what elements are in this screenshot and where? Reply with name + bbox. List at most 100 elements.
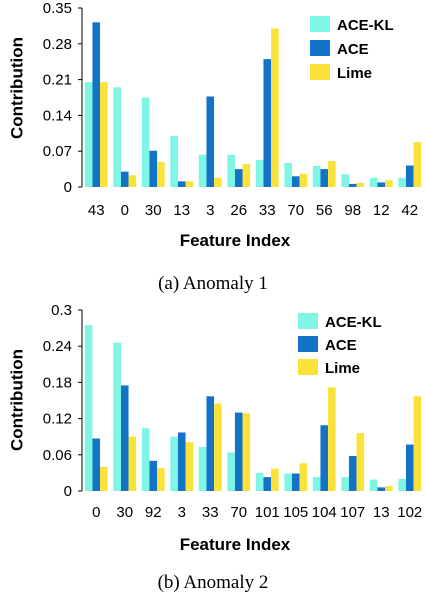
chart1-bar-lime-0: [128, 175, 137, 187]
chart2-bar-lime-92: [157, 468, 165, 491]
chart2-x-tick-label-13: 13: [373, 504, 390, 521]
chart2-bar-ace-kl-33: [198, 446, 207, 491]
chart2-x-tick-label-105: 105: [283, 504, 308, 521]
chart2-bar-lime-107: [356, 433, 365, 491]
chart1-bar-ace-kl-13: [170, 135, 178, 187]
chart2-bar-lime-3: [185, 442, 194, 491]
chart1-bar-ace-kl-0: [113, 87, 121, 187]
chart1-bar-ace-30: [149, 150, 158, 187]
chart1-bar-ace-kl-42: [398, 177, 406, 187]
chart2-bar-ace-kl-13: [369, 479, 378, 491]
chart2-bar-ace-kl-92: [141, 428, 150, 491]
chart2-x-tick-label-101: 101: [255, 504, 280, 521]
chart2-x-tick-label-30: 30: [116, 504, 133, 521]
chart2-bar-ace-kl-101: [255, 472, 264, 491]
chart1-bar-ace-70: [291, 176, 300, 187]
chart2-bar-ace-kl-30: [113, 342, 121, 491]
chart1-x-tick-label-13: 13: [173, 202, 190, 219]
chart1-bar-ace-kl-56: [312, 166, 321, 187]
chart1-bar-ace-26: [234, 169, 243, 187]
chart2-bar-lime-104: [328, 387, 336, 491]
chart1-bar-ace-33: [263, 59, 272, 187]
chart1-legend-label-lime: Lime: [337, 65, 372, 82]
chart1-x-tick-label-26: 26: [230, 202, 247, 219]
chart2-bar-lime-33: [214, 403, 222, 491]
chart2-bar-ace-92: [149, 460, 158, 491]
chart1-bar-lime-70: [299, 173, 308, 187]
chart2-bar-ace-33: [206, 396, 215, 491]
chart2-x-tick-label-107: 107: [340, 504, 365, 521]
chart2-legend-label-lime: Lime: [325, 360, 360, 377]
chart1-bar-ace-kl-3: [198, 154, 207, 187]
chart1-legend-swatch-ace-kl: [310, 16, 330, 32]
chart1-bar-ace-kl-98: [341, 174, 349, 187]
chart1-bar-lime-33: [271, 28, 279, 188]
chart1-x-axis-title: Feature Index: [180, 231, 291, 250]
chart1-y-tick-label-5: 0.35: [43, 0, 72, 17]
chart1-bar-lime-12: [385, 180, 393, 187]
chart2-bar-ace-kl-105: [284, 473, 292, 491]
chart1-x-tick-label-30: 30: [145, 202, 162, 219]
chart2-bar-ace-30: [120, 385, 129, 491]
chart1-x-tick-label-43: 43: [88, 202, 105, 219]
chart2-legend-label-ace-kl: ACE-KL: [325, 314, 382, 331]
chart2-bar-ace-kl-102: [398, 478, 406, 491]
chart1-x-tick-label-33: 33: [259, 202, 276, 219]
chart2-bar-lime-70: [242, 413, 251, 491]
chart2-caption: (b) Anomaly 2: [158, 572, 269, 593]
chart2-x-tick-label-104: 104: [312, 504, 337, 521]
chart1-x-tick-label-0: 0: [121, 202, 129, 219]
chart1-bar-lime-42: [413, 141, 422, 187]
chart2-bar-lime-101: [271, 468, 279, 491]
chart2-x-tick-label-3: 3: [178, 504, 186, 521]
chart1-y-tick-label-0: 0: [64, 179, 72, 196]
chart1-bar-lime-56: [328, 160, 336, 187]
chart1-bar-ace-98: [348, 183, 357, 187]
chart2-bar-lime-0: [100, 466, 108, 491]
chart2-x-tick-label-0: 0: [92, 504, 100, 521]
chart1-bar-ace-kl-12: [369, 177, 378, 187]
chart2-bar-ace-104: [320, 425, 329, 491]
chart1-bar-lime-3: [214, 177, 222, 187]
chart2-bar-ace-13: [377, 487, 386, 491]
chart1-bar-ace-0: [120, 171, 129, 187]
chart2-bar-lime-30: [128, 436, 137, 491]
chart1-x-tick-label-3: 3: [206, 202, 214, 219]
chart2-bar-lime-13: [385, 486, 393, 491]
chart2-bar-ace-kl-3: [170, 436, 178, 491]
chart2-bar-ace-kl-107: [341, 477, 349, 491]
chart1-x-tick-label-12: 12: [373, 202, 390, 219]
chart1-bar-ace-kl-30: [141, 97, 150, 187]
chart1-bar-ace-43: [92, 22, 101, 187]
chart2-bar-ace-102: [405, 444, 414, 491]
chart1-bar-ace-13: [177, 181, 186, 187]
chart1-legend-swatch-lime: [310, 64, 330, 80]
chart2-y-tick-label-0: 0: [64, 483, 72, 500]
chart1-legend-swatch-ace: [310, 40, 330, 56]
chart1-bar-lime-43: [100, 82, 108, 187]
chart1-bar-lime-30: [157, 161, 165, 187]
chart2-legend-swatch-ace-kl: [298, 313, 318, 329]
chart2-y-tick-label-1: 0.06: [43, 447, 72, 464]
chart1-y-axis-title: Contribution: [7, 37, 26, 139]
chart2-bar-ace-kl-0: [84, 325, 93, 491]
chart2-y-tick-label-5: 0.3: [51, 302, 72, 319]
chart2-bar-ace-101: [263, 477, 272, 491]
chart1-bar-ace-kl-43: [84, 82, 93, 187]
chart2-y-tick-label-3: 0.18: [43, 374, 72, 391]
chart2-bar-ace-70: [234, 412, 243, 491]
chart2-x-tick-label-33: 33: [202, 504, 219, 521]
chart1-bar-ace-3: [206, 96, 215, 187]
chart1-bar-lime-26: [242, 163, 251, 187]
chart2-bar-ace-107: [348, 456, 357, 491]
chart2-legend-swatch-lime: [298, 359, 318, 375]
chart1-y-tick-label-3: 0.21: [43, 72, 72, 89]
chart1-bar-ace-42: [405, 165, 414, 187]
chart1-bar-ace-kl-70: [284, 162, 292, 187]
chart2-bar-ace-kl-70: [227, 452, 235, 491]
chart2-x-tick-label-92: 92: [145, 504, 162, 521]
chart1-legend-label-ace-kl: ACE-KL: [337, 17, 394, 34]
chart2-y-tick-label-4: 0.24: [43, 338, 72, 355]
chart2-y-axis-title: Contribution: [7, 349, 26, 451]
